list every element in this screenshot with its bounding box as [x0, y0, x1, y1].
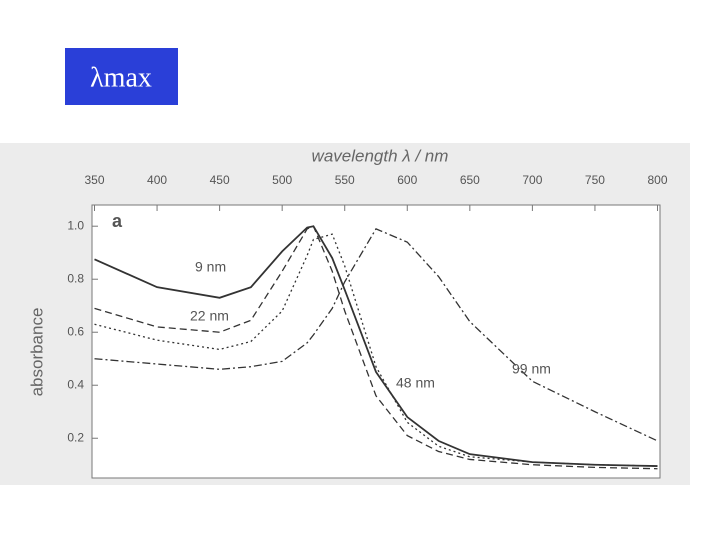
x-tick-label: 800 [647, 173, 667, 187]
x-tick-label: 450 [210, 173, 230, 187]
series-line [94, 228, 658, 442]
panel-label: a [112, 211, 123, 231]
y-tick-label: 0.6 [67, 324, 84, 338]
y-tick-label: 0.8 [67, 271, 84, 285]
title-box [65, 48, 178, 105]
y-tick-label: 1.0 [67, 218, 84, 232]
x-tick-label: 600 [397, 173, 417, 187]
x-tick-label: 650 [460, 173, 480, 187]
series-label: 48 nm [396, 375, 435, 391]
y-tick-label: 0.4 [67, 377, 84, 391]
x-axis-label: wavelength λ / nm [312, 146, 449, 165]
slide-title: λmax [90, 62, 152, 93]
y-tick-label: 0.2 [67, 430, 84, 444]
y-axis-label: absorbance [27, 308, 46, 397]
x-tick-label: 550 [335, 173, 355, 187]
series-line [94, 225, 658, 467]
series-label: 22 nm [190, 308, 229, 324]
x-tick-label: 700 [522, 173, 542, 187]
x-tick-label: 400 [147, 173, 167, 187]
series-label: 99 nm [512, 361, 551, 377]
plot-frame [91, 204, 661, 479]
series-line [94, 225, 658, 470]
series-label: 9 nm [195, 259, 226, 275]
x-tick-label: 500 [272, 173, 292, 187]
x-tick-label: 350 [84, 173, 104, 187]
x-tick-label: 750 [585, 173, 605, 187]
